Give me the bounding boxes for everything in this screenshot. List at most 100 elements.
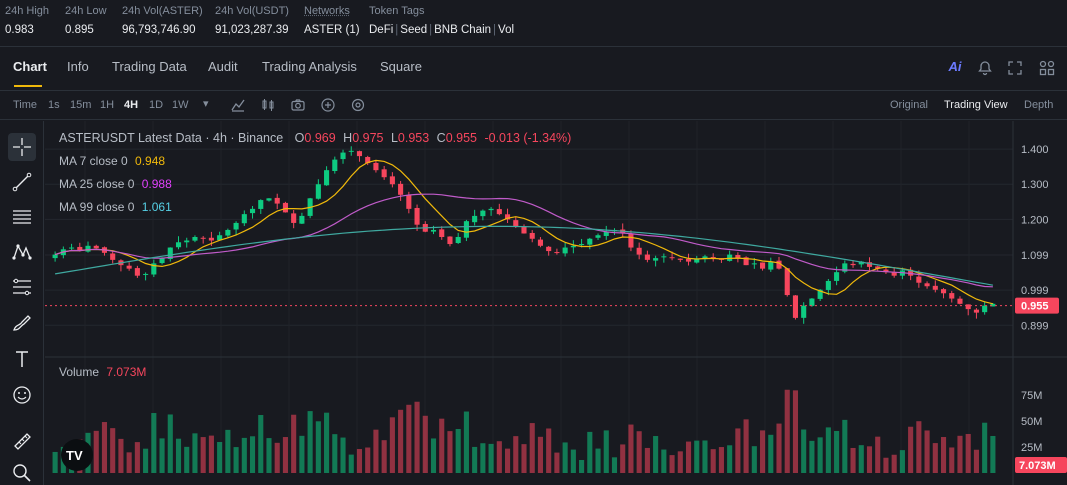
volume-bar <box>93 430 99 473</box>
candle-body <box>990 303 996 307</box>
candle-body <box>266 198 272 201</box>
volume-bar <box>760 430 766 473</box>
indicators-icon[interactable] <box>230 97 246 116</box>
ma25-legend[interactable]: MA 25 close 0 0.988 <box>59 177 172 191</box>
crosshair-tool-icon[interactable] <box>8 133 36 161</box>
stat-24h-vol-aster: 24h Vol(ASTER) 96,793,746.90 <box>122 5 203 36</box>
volume-bar <box>307 411 313 473</box>
view-trading-view[interactable]: Trading View <box>944 99 1008 111</box>
volume-bar <box>587 431 593 473</box>
price-tick-label: 1.300 <box>1021 179 1049 191</box>
expand-icon[interactable] <box>1006 59 1024 77</box>
volume-bar <box>274 442 280 473</box>
candle-body <box>825 280 831 290</box>
camera-icon[interactable] <box>290 97 306 116</box>
view-depth[interactable]: Depth <box>1024 99 1054 111</box>
volume-tick-label: 75M <box>1021 390 1042 402</box>
interval-dropdown-icon[interactable]: ▾ <box>203 98 209 110</box>
volume-bar <box>110 428 116 473</box>
active-tab-indicator <box>14 85 42 87</box>
candle-body <box>389 176 395 185</box>
candle-body <box>151 263 157 275</box>
candle-body <box>957 298 963 304</box>
settings-icon[interactable] <box>350 97 366 116</box>
candle-body <box>159 258 165 264</box>
volume-bar <box>521 444 527 473</box>
interval-15m[interactable]: 15m <box>70 99 92 111</box>
tab-audit[interactable]: Audit <box>208 59 238 74</box>
ma99-line <box>54 225 994 286</box>
volume-tick-label: 25M <box>1021 442 1042 454</box>
volume-bar <box>389 417 395 473</box>
candle-body <box>677 258 683 260</box>
price-tick-label: 1.400 <box>1021 144 1049 156</box>
candle-body <box>891 272 897 276</box>
candle-body <box>348 150 354 152</box>
volume-legend[interactable]: Volume 7.073M <box>59 365 147 379</box>
tab-info[interactable]: Info <box>67 59 89 74</box>
volume-bar <box>694 440 700 473</box>
volume-bar <box>513 436 519 473</box>
text-tool-icon[interactable] <box>8 345 36 373</box>
ruler-tool-icon[interactable] <box>8 427 36 455</box>
candle-body <box>299 215 305 224</box>
volume-bar <box>225 429 231 473</box>
tag-defi[interactable]: DeFi <box>369 24 394 36</box>
volume-bar <box>529 423 535 473</box>
add-indicator-icon[interactable] <box>320 97 336 116</box>
candle-body <box>373 162 379 171</box>
emoji-tool-icon[interactable] <box>8 381 36 409</box>
tag-vol[interactable]: Vol <box>498 24 515 36</box>
volume-bar <box>636 431 642 473</box>
volume-tick-label: 50M <box>1021 416 1042 428</box>
candle-body <box>69 247 75 249</box>
interval-4h[interactable]: 4H <box>124 99 139 111</box>
interval-1s[interactable]: 1s <box>48 99 60 111</box>
layout-grid-icon[interactable] <box>1038 59 1056 77</box>
candle-body <box>735 254 741 259</box>
volume-bar <box>949 447 955 473</box>
volume-bar <box>718 447 724 473</box>
volume-bar <box>332 434 338 473</box>
volume-bar <box>875 436 881 473</box>
ma99-legend[interactable]: MA 99 close 0 1.061 <box>59 200 172 214</box>
view-original[interactable]: Original <box>890 99 928 111</box>
change-value: -0.013 (-1.34%) <box>484 131 572 145</box>
volume-bar <box>414 401 420 473</box>
volume-bar <box>834 430 840 473</box>
volume-bar <box>735 428 741 473</box>
interval-1w[interactable]: 1W <box>172 99 189 111</box>
candle-body <box>760 262 766 269</box>
volume-bar <box>973 449 979 473</box>
fib-tool-icon[interactable] <box>8 273 36 301</box>
pattern-tool-icon[interactable] <box>8 238 36 266</box>
interval-1d[interactable]: 1D <box>149 99 164 111</box>
tab-trading-analysis[interactable]: Trading Analysis <box>262 59 357 74</box>
stat-networks[interactable]: Networks ASTER (1) <box>304 5 360 36</box>
volume-bar <box>562 442 568 473</box>
interval-1h[interactable]: 1H <box>100 99 115 111</box>
volume-bar <box>899 450 905 473</box>
horizontal-lines-tool-icon[interactable] <box>8 203 36 231</box>
brush-tool-icon[interactable] <box>8 309 36 337</box>
volume-bar <box>644 447 650 473</box>
candle-type-icon[interactable] <box>260 97 276 116</box>
tag-seed[interactable]: Seed <box>400 24 428 36</box>
tag-bnb-chain[interactable]: BNB Chain <box>434 24 492 36</box>
bell-icon[interactable] <box>976 59 994 77</box>
tab-trading-data[interactable]: Trading Data <box>112 59 187 74</box>
volume-bar <box>866 446 873 473</box>
candle-body <box>595 235 601 238</box>
ma7-legend[interactable]: MA 7 close 0 0.948 <box>59 154 166 168</box>
interval-time[interactable]: Time <box>13 99 38 111</box>
candlestick-chart-svg[interactable]: 1.400 1.300 1.200 1.099 0.999 0.899 0.955 75M 50… <box>45 121 1067 485</box>
ai-icon[interactable]: Ai <box>948 59 962 74</box>
candle-body <box>834 272 840 281</box>
trend-line-tool-icon[interactable] <box>8 168 36 196</box>
price-chart[interactable]: 1.400 1.300 1.200 1.099 0.999 0.899 0.955 75M 50… <box>45 121 1067 485</box>
candle-body <box>430 229 437 232</box>
zoom-tool-icon[interactable] <box>8 459 36 485</box>
candle-body <box>908 269 914 276</box>
tab-square[interactable]: Square <box>380 59 422 74</box>
tab-chart[interactable]: Chart <box>13 59 47 74</box>
